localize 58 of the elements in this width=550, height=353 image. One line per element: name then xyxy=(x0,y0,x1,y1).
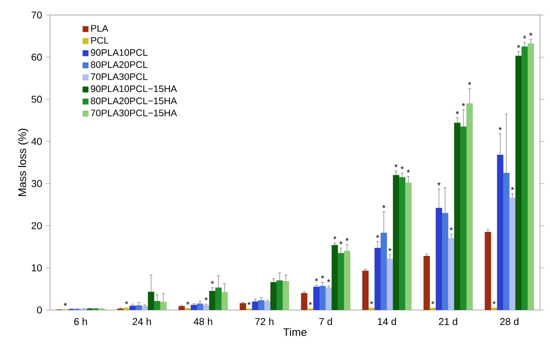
data-label: * xyxy=(510,186,514,190)
data-label: * xyxy=(210,280,214,284)
data-label: * xyxy=(382,204,386,208)
data-label: * xyxy=(468,82,472,86)
data-label: * xyxy=(516,44,520,48)
legend-label: 80PLA20PCL−15HA xyxy=(90,98,177,104)
data-label: * xyxy=(388,248,392,252)
data-label: * xyxy=(462,102,466,106)
x-tick-label: 14 d xyxy=(378,318,396,326)
data-label: * xyxy=(456,110,459,114)
legend-label: 70PLA30PCL xyxy=(90,73,148,80)
legend-label: 70PLA30PCL−15HA xyxy=(90,110,177,116)
y-tick-label: 0 xyxy=(37,306,42,314)
data-label: * xyxy=(314,278,318,282)
data-label: * xyxy=(333,236,336,240)
data-label: * xyxy=(370,301,374,304)
x-tick-label: 72 h xyxy=(255,318,274,325)
x-tick-label: 7 d xyxy=(319,318,332,326)
data-label: * xyxy=(339,241,343,244)
x-axis-title: Time xyxy=(283,328,306,336)
legend-label: PLA xyxy=(91,25,108,32)
legend-label: 90PLA10PCL xyxy=(90,49,148,56)
data-label: * xyxy=(327,279,330,282)
data-label: * xyxy=(376,234,380,238)
y-tick-label: 30 xyxy=(32,180,42,188)
data-label: * xyxy=(529,32,532,36)
data-label: * xyxy=(431,301,434,304)
legend-label: PCL xyxy=(91,37,109,44)
data-label: * xyxy=(320,275,324,278)
x-tick-label: 48 h xyxy=(194,318,212,326)
x-tick-label: 24 h xyxy=(132,318,151,325)
data-label: * xyxy=(308,302,312,306)
data-label: * xyxy=(64,302,67,306)
legend-label: 80PLA20PCL xyxy=(90,61,148,68)
data-label: * xyxy=(450,227,453,230)
y-axis-title: Mass loss (%) xyxy=(18,128,28,196)
data-label: * xyxy=(400,166,404,170)
data-label: * xyxy=(394,164,398,168)
data-label: * xyxy=(437,182,441,186)
data-label: * xyxy=(345,238,349,241)
data-label: * xyxy=(406,170,410,173)
y-tick-label: 60 xyxy=(32,54,42,61)
y-tick-label: 10 xyxy=(32,264,42,272)
x-tick-label: 21 d xyxy=(438,318,458,326)
data-label: * xyxy=(186,301,190,305)
y-tick-label: 20 xyxy=(32,222,42,230)
data-label: * xyxy=(204,297,208,300)
data-label: * xyxy=(492,301,496,304)
x-tick-label: 28 d xyxy=(500,318,518,326)
y-tick-label: 70 xyxy=(32,11,42,19)
x-tick-label: 6 h xyxy=(74,318,87,326)
legend-label: 90PLA10PCL−15HA xyxy=(90,85,177,92)
y-tick-label: 50 xyxy=(32,96,42,103)
data-label: * xyxy=(247,302,251,306)
y-tick-label: 40 xyxy=(31,138,42,145)
data-label: * xyxy=(498,126,502,130)
data-label: * xyxy=(523,36,526,39)
data-label: * xyxy=(124,301,128,304)
